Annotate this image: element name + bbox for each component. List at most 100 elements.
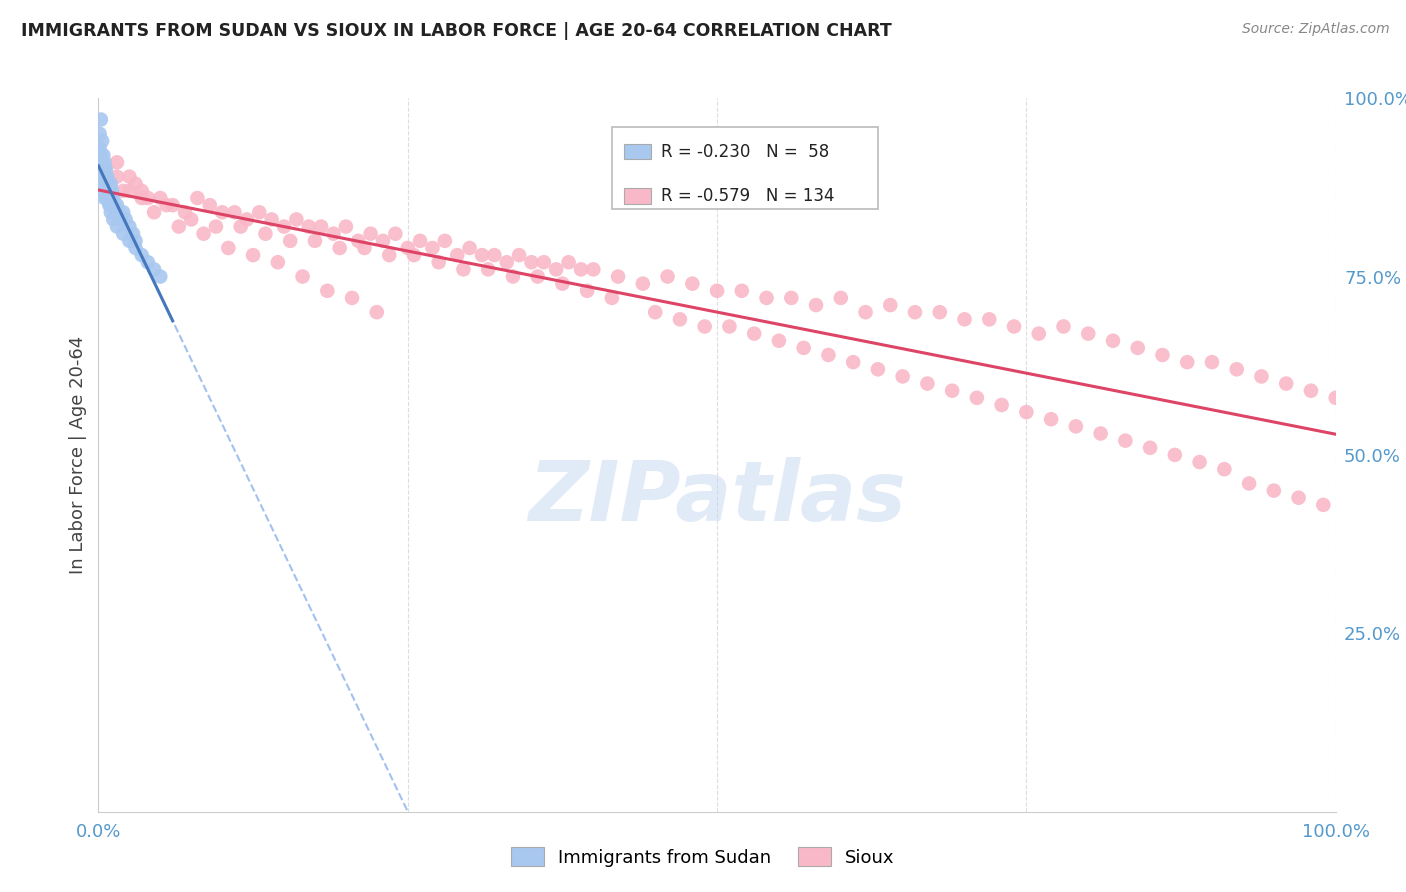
Point <box>91 184 114 198</box>
Point <box>1114 434 1136 448</box>
Point <box>1164 448 1187 462</box>
Point <box>298 219 321 234</box>
Point <box>353 241 375 255</box>
Point <box>90 148 112 162</box>
Point <box>1226 362 1249 376</box>
Point <box>520 255 543 269</box>
Point <box>718 319 741 334</box>
Point <box>174 205 197 219</box>
Point <box>105 155 128 169</box>
Point <box>100 177 122 191</box>
Point <box>97 177 120 191</box>
Point <box>600 291 623 305</box>
Point <box>162 198 184 212</box>
Point <box>254 227 277 241</box>
Point <box>557 255 579 269</box>
Point <box>94 177 117 191</box>
Point <box>143 205 166 219</box>
Point <box>309 219 332 234</box>
Point <box>100 191 122 205</box>
Point <box>105 198 128 212</box>
Point <box>103 191 125 205</box>
Point <box>817 348 839 362</box>
Point <box>551 277 574 291</box>
Point <box>96 169 118 184</box>
Point <box>657 269 679 284</box>
Point <box>396 241 419 255</box>
Point <box>508 248 530 262</box>
Point <box>193 227 215 241</box>
Point <box>211 205 233 219</box>
Point <box>180 212 202 227</box>
Point <box>273 219 295 234</box>
Point <box>804 298 827 312</box>
Point <box>495 255 517 269</box>
Point <box>1052 319 1074 334</box>
Point <box>427 255 450 269</box>
Point <box>89 127 111 141</box>
Point <box>93 169 115 184</box>
Point <box>124 234 146 248</box>
Point <box>607 269 630 284</box>
Point <box>97 191 120 205</box>
Point <box>830 291 852 305</box>
Point <box>891 369 914 384</box>
Point <box>149 269 172 284</box>
Point <box>706 284 728 298</box>
Point <box>131 248 153 262</box>
Point <box>477 262 499 277</box>
Point <box>644 305 666 319</box>
Point <box>569 262 592 277</box>
Point <box>693 319 716 334</box>
Point <box>291 269 314 284</box>
Point <box>546 262 568 277</box>
Point <box>94 162 117 177</box>
Point <box>124 241 146 255</box>
Point <box>93 191 115 205</box>
Point <box>322 227 344 241</box>
Point <box>105 169 128 184</box>
Point <box>122 227 145 241</box>
Point <box>118 234 141 248</box>
Point <box>103 212 125 227</box>
Point <box>681 277 703 291</box>
Point <box>1250 369 1272 384</box>
Point <box>1064 419 1087 434</box>
Text: R = -0.230   N =  58: R = -0.230 N = 58 <box>661 143 830 161</box>
Point <box>755 291 778 305</box>
Point <box>453 262 475 277</box>
Point <box>131 191 153 205</box>
Point <box>278 234 301 248</box>
Point <box>458 241 481 255</box>
Point <box>285 212 308 227</box>
Point <box>242 248 264 262</box>
Point <box>93 184 115 198</box>
Point <box>1201 355 1223 369</box>
Point <box>186 191 208 205</box>
Point <box>236 212 259 227</box>
Point <box>1312 498 1334 512</box>
Point <box>96 191 118 205</box>
Point <box>1077 326 1099 341</box>
Point <box>953 312 976 326</box>
Text: Source: ZipAtlas.com: Source: ZipAtlas.com <box>1241 22 1389 37</box>
Point <box>143 262 166 277</box>
Point <box>402 248 425 262</box>
Point <box>94 184 117 198</box>
Point <box>471 248 494 262</box>
Point <box>1213 462 1236 476</box>
Point <box>93 155 115 169</box>
Point <box>731 284 754 298</box>
Point <box>91 177 114 191</box>
Text: ZIPatlas: ZIPatlas <box>529 458 905 538</box>
Point <box>247 205 270 219</box>
Point <box>118 219 141 234</box>
Point <box>316 284 339 298</box>
Point <box>104 205 127 219</box>
Point <box>1188 455 1211 469</box>
Point <box>90 162 112 177</box>
Point <box>669 312 692 326</box>
Point <box>742 326 765 341</box>
Point <box>340 291 363 305</box>
Point <box>1299 384 1322 398</box>
